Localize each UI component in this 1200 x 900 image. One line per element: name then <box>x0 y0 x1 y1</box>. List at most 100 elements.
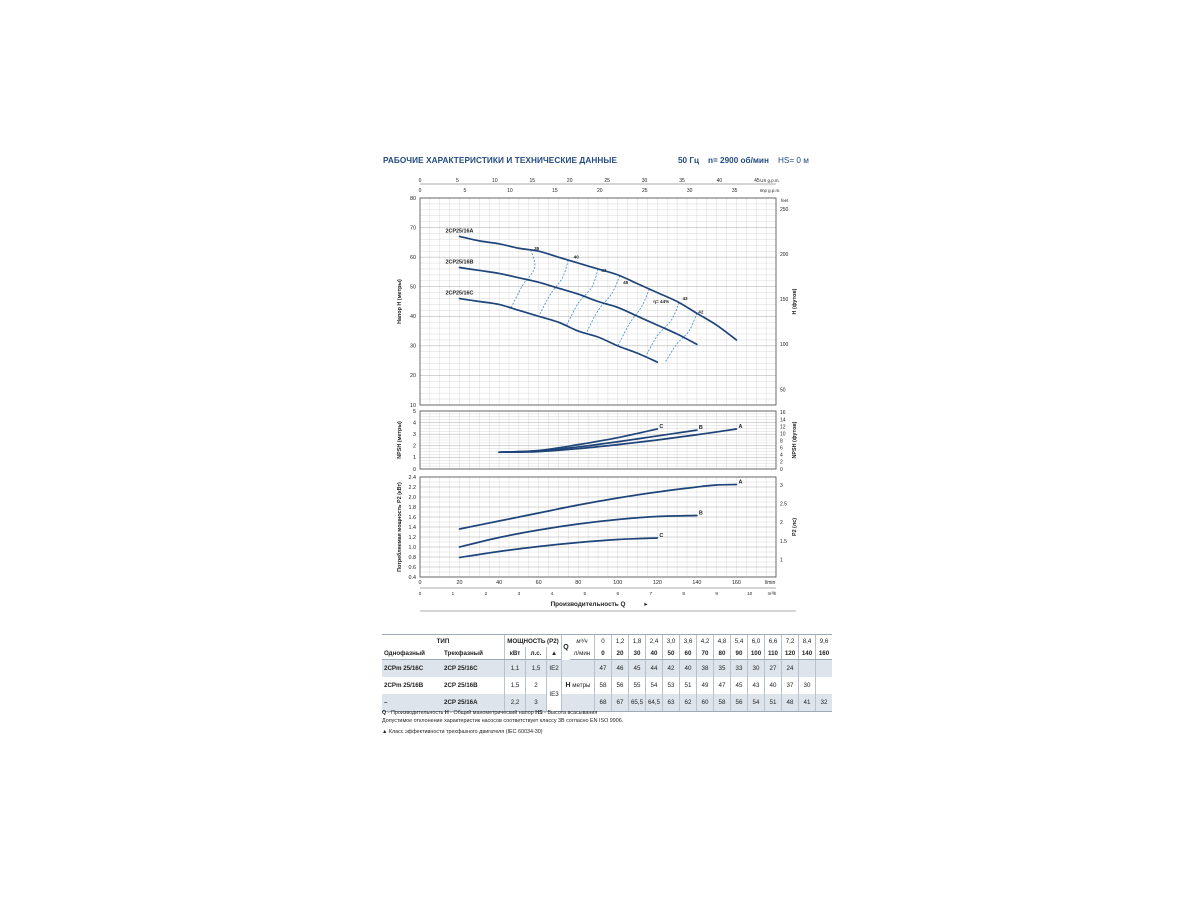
efficiency-label: 35 <box>534 246 540 251</box>
cell-head-value: 63 <box>662 694 680 712</box>
imp-gpm-tick: 20 <box>597 188 603 194</box>
cell-head-value: 67 <box>611 694 629 712</box>
cell-head-value <box>798 659 816 677</box>
series-label: B <box>699 425 703 431</box>
x-tick-m3h: 8 <box>682 591 685 596</box>
chart-header: РАБОЧИЕ ХАРАКТЕРИСТИКИ И ТЕХНИЧЕСКИЕ ДАН… <box>383 156 813 172</box>
y-tick-label: 10 <box>410 403 416 409</box>
cell-head-value: 47 <box>713 677 731 694</box>
series-label: A <box>738 424 742 430</box>
q-lmin-value: 90 <box>730 647 748 660</box>
us-gpm-tick: 35 <box>679 178 685 184</box>
cell-head-value: 56 <box>611 677 629 694</box>
y-tick-label: 2.4 <box>409 475 417 481</box>
efficiency-line <box>538 259 569 317</box>
y-axis-label: Напор Н (метры) <box>397 279 403 324</box>
cell-head-value: 45 <box>628 659 646 677</box>
q-lmin-value: 70 <box>696 647 714 660</box>
cell-head-value: 58 <box>594 677 612 694</box>
efficiency-label: 42 <box>698 309 704 314</box>
abbreviation-line: Q - Производительность H - Общий маномет… <box>382 709 623 717</box>
us-gpm-tick: 20 <box>567 178 573 184</box>
y-tick-label: 80 <box>410 196 416 202</box>
us-gpm-tick: 45 <box>754 178 760 184</box>
x-unit-lmin: l/min <box>765 580 776 586</box>
cell-head-value: 30 <box>798 677 816 694</box>
y2-axis-label: NPSH (футов) <box>791 421 798 458</box>
cell-head-value: 32 <box>815 694 832 712</box>
x-axis-label: Производительность Q <box>551 601 626 608</box>
y-tick-label: 4 <box>413 420 416 426</box>
cell-head-value: 47 <box>594 659 612 677</box>
speed-label: n= 2900 об/мин <box>708 156 769 165</box>
curve-power-a <box>458 483 738 530</box>
cell-hp: 1,5 <box>525 659 547 677</box>
y2-tick-label: 1.5 <box>780 539 787 545</box>
cell-kw: 2,2 <box>504 694 526 712</box>
header-lmin: л/мин <box>570 647 595 660</box>
y-tick-label: 2.2 <box>409 485 417 491</box>
y2-tick-label: 2 <box>780 520 783 526</box>
h-unit: метры <box>570 682 591 689</box>
note-h-abbr: H <box>444 710 449 716</box>
efficiency-label: 40 <box>574 255 580 260</box>
cell-head-value: 30 <box>747 659 765 677</box>
x-tick-lmin: 80 <box>575 580 581 586</box>
note-q-text: - Производительность <box>386 710 445 716</box>
y-tick-label: 0.8 <box>409 555 417 561</box>
imp-gpm-tick: 5 <box>464 188 467 194</box>
y-tick-label: 5 <box>413 409 416 415</box>
x-tick-lmin: 40 <box>496 580 502 586</box>
us-gpm-tick: 25 <box>604 178 610 184</box>
q-lmin-value: 110 <box>764 647 782 660</box>
table-row: –2CP 25/16A 2,2 3 68 67 65,5 64,5 63 62 60 58 56 54 5… <box>382 694 832 712</box>
feet-unit: feet <box>781 198 789 203</box>
cell-head-value: 33 <box>730 659 748 677</box>
header-hp: л.с. <box>525 647 547 660</box>
cell-hp: 2 <box>525 677 547 694</box>
cell-head-value: 53 <box>662 677 680 694</box>
y2-axis-label: H (футов) <box>791 288 798 314</box>
q-lmin-value: 120 <box>781 647 799 660</box>
efficiency-label: 45 <box>623 280 629 285</box>
cell-head-value: 45 <box>730 677 748 694</box>
efficiency-line <box>510 249 536 309</box>
y-tick-label: 1.8 <box>409 505 417 511</box>
cell-head-value: 38 <box>696 659 714 677</box>
cell-three-phase: 2CP 25/16A <box>442 694 505 712</box>
x-tick-lmin: 160 <box>732 580 741 586</box>
panel-frame <box>419 410 777 470</box>
x-tick-m3h: 9 <box>715 591 718 596</box>
cell-single-phase: 2CPm 25/16C <box>382 659 442 677</box>
q-m3h-value: 2,4 <box>645 634 663 647</box>
efficiency-label: η= 44% <box>653 299 669 304</box>
note-q-abbr: Q <box>382 710 387 716</box>
imp-gpm-tick: 15 <box>552 188 558 194</box>
q-m3h-value: 1,8 <box>628 634 646 647</box>
cell-head-value: 42 <box>662 659 680 677</box>
cell-head-value: 51 <box>764 694 782 712</box>
header-three-phase: Трехфазный <box>442 647 505 660</box>
cell-h-label-empty <box>561 659 595 677</box>
x-tick-m3h: 2 <box>485 591 488 596</box>
abbreviation-notes: Q - Производительность H - Общий маномет… <box>382 709 623 725</box>
y-tick-label: 50 <box>410 285 416 291</box>
x-axis-arrow-icon: ▸ <box>644 601 647 608</box>
cell-h-label: H метры <box>561 677 595 694</box>
q-m3h-value: 3,6 <box>679 634 697 647</box>
cell-head-value: 35 <box>713 659 731 677</box>
cell-h-label-empty <box>561 694 595 712</box>
frequency-label: 50 Гц <box>678 156 700 165</box>
curve-head-2cp2516c <box>458 297 659 363</box>
series-label: 2CP25/16B <box>446 259 474 265</box>
cell-head-value: 27 <box>764 659 782 677</box>
imp-gpm-tick: 25 <box>642 188 648 194</box>
cell-head-value: 40 <box>764 677 782 694</box>
cell-head-value: 54 <box>645 677 663 694</box>
y-tick-label: 20 <box>410 373 416 379</box>
q-m3h-value: 4,8 <box>713 634 731 647</box>
header-m3h: м³/ч <box>570 634 595 647</box>
y-tick-label: 1.6 <box>409 515 417 521</box>
y-tick-label: 60 <box>410 255 416 261</box>
